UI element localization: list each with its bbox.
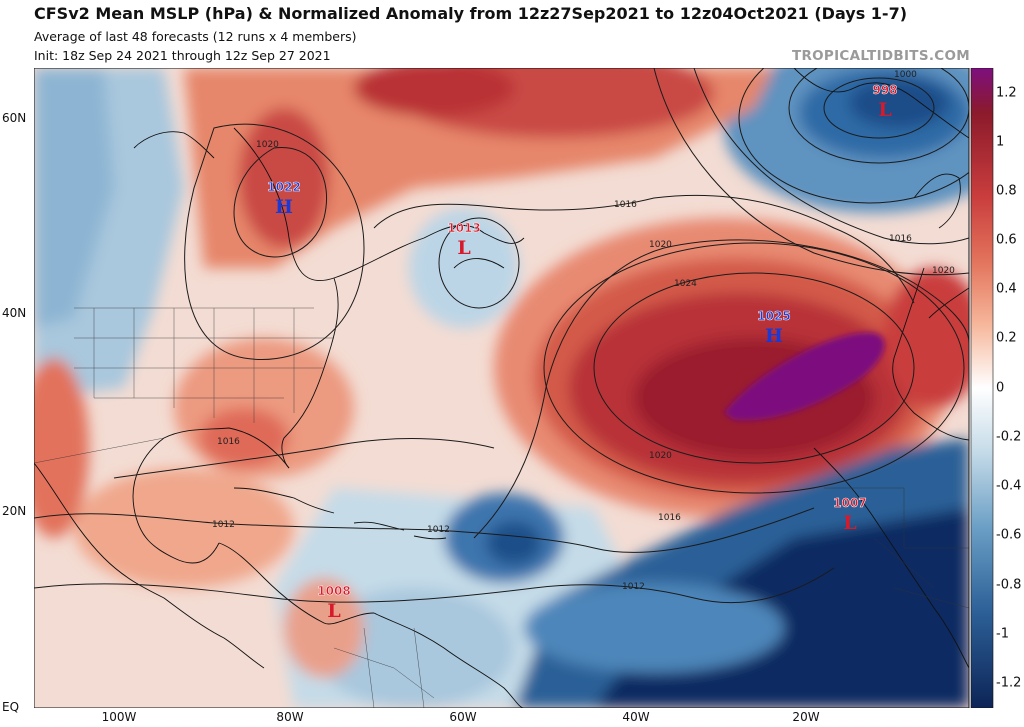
figure-subtitle: Average of last 48 forecasts (12 runs x … — [34, 29, 357, 44]
colorbar-label: 1 — [996, 134, 1005, 150]
low-pressure-marker: L — [327, 600, 340, 622]
isobars — [34, 68, 969, 604]
system-value: 1025 — [757, 309, 790, 323]
colorbar-label: -1.2 — [996, 675, 1022, 691]
watermark: TROPICALTIDBITS.COM — [791, 48, 970, 64]
contour-label: 1012 — [212, 520, 235, 530]
lon-label: 20W — [792, 710, 820, 724]
lon-label: 80W — [276, 710, 304, 724]
coastlines — [34, 68, 969, 708]
colorbar-label: 0.4 — [996, 281, 1017, 297]
colorbar-label: -0.8 — [996, 577, 1022, 593]
colorbar-label: 1.2 — [996, 85, 1017, 101]
colorbar-label: 0.6 — [996, 232, 1017, 248]
lat-label: 60N — [2, 111, 27, 125]
high-pressure-marker: H — [765, 325, 783, 347]
colorbar-label: -0.4 — [996, 478, 1022, 494]
contour-label: 1020 — [932, 266, 955, 276]
lon-label: 40W — [622, 710, 650, 724]
system-value: 1007 — [833, 496, 866, 510]
colorbar-label: -0.6 — [996, 527, 1022, 543]
lat-label: EQ — [2, 700, 20, 714]
colorbar — [970, 68, 994, 708]
contour-label: 1020 — [649, 451, 672, 461]
colorbar-label: -0.2 — [996, 429, 1022, 445]
low-pressure-marker: L — [457, 237, 470, 259]
init-time: Init: 18z Sep 24 2021 through 12z Sep 27… — [34, 48, 331, 63]
colorbar-label: 0.8 — [996, 183, 1017, 199]
contour-label: 1016 — [658, 513, 681, 523]
contour-label: 1012 — [622, 582, 645, 592]
lon-label: 60W — [449, 710, 477, 724]
system-value: 998 — [872, 83, 897, 97]
borders — [34, 307, 969, 708]
lat-label: 40N — [2, 306, 27, 320]
colorbar-label: 0.2 — [996, 330, 1017, 346]
system-value: 1013 — [447, 221, 480, 235]
figure-title: CFSv2 Mean MSLP (hPa) & Normalized Anoma… — [34, 4, 908, 23]
anomaly-map: 1000 1016 1020 1024 1020 1016 1016 1020 … — [34, 68, 994, 708]
contour-label: 1000 — [894, 70, 917, 80]
contour-label: 1020 — [256, 140, 279, 150]
contour-label: 1016 — [217, 437, 240, 447]
colorbar-label: -1 — [996, 626, 1009, 642]
high-pressure-marker: H — [275, 196, 293, 218]
colorbar-label: 0 — [996, 380, 1005, 396]
contour-labels: 1000 1016 1020 1024 1020 1016 1016 1020 … — [212, 70, 955, 592]
contour-label: 1020 — [649, 240, 672, 250]
contour-label: 1016 — [614, 200, 637, 210]
map-frame — [34, 68, 970, 708]
low-pressure-marker: L — [843, 512, 856, 534]
system-value: 1022 — [267, 180, 300, 194]
contour-label: 1012 — [427, 525, 450, 535]
low-pressure-marker: L — [878, 99, 891, 121]
lon-label: 100W — [101, 710, 137, 724]
lat-label: 20N — [2, 504, 27, 518]
anomaly-field: 1000 1016 1020 1024 1020 1016 1016 1020 … — [34, 68, 969, 708]
system-value: 1008 — [317, 584, 350, 598]
contour-label: 1024 — [674, 279, 697, 289]
contour-label: 1016 — [889, 234, 912, 244]
pressure-systems: 1022 H 1013 L 1025 H 998 L 1007 L 1008 L — [267, 83, 898, 622]
